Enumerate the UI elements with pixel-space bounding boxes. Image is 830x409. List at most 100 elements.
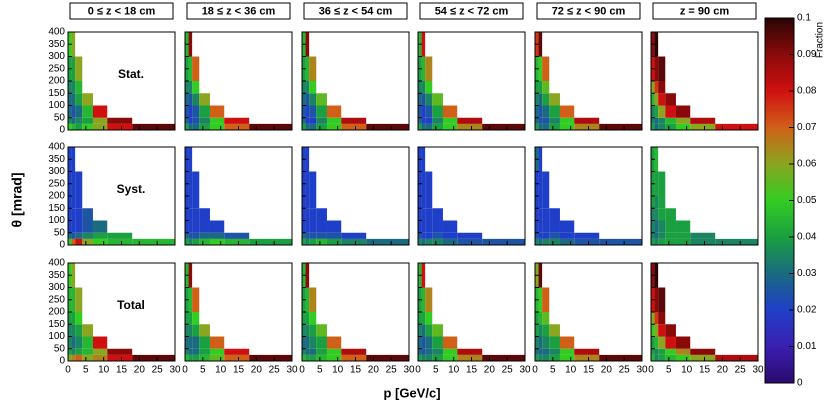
heatmap-cell xyxy=(690,354,716,361)
column-title: z = 90 cm xyxy=(680,5,729,17)
heatmap-cell xyxy=(418,93,422,106)
y-tick-label: 250 xyxy=(48,294,65,305)
heatmap-cell xyxy=(107,232,133,239)
heatmap-cell xyxy=(425,117,433,124)
heatmap-cell xyxy=(654,348,659,355)
heatmap-cell xyxy=(199,232,210,239)
heatmap-cell xyxy=(538,232,543,239)
heatmap-cell xyxy=(651,196,655,209)
heatmap-cell xyxy=(92,123,108,130)
heatmap-cell xyxy=(75,287,83,312)
heatmap-cell xyxy=(651,93,655,106)
heatmap-cell xyxy=(75,324,83,337)
heatmap-cell xyxy=(209,105,225,118)
x-tick-label: 0 xyxy=(299,365,305,376)
heatmap-cell xyxy=(421,32,426,57)
heatmap-cell xyxy=(341,123,367,130)
heatmap-cell xyxy=(92,220,108,233)
heatmap-cell xyxy=(665,93,676,106)
heatmap-cell xyxy=(309,312,317,325)
heatmap-cell xyxy=(326,123,342,130)
heatmap-cell xyxy=(542,208,550,221)
heatmap-cell xyxy=(192,324,200,337)
heatmap-cell xyxy=(302,354,306,361)
heatmap-cell xyxy=(658,208,666,221)
heatmap-cell xyxy=(68,232,72,239)
heatmap-cell xyxy=(75,238,83,245)
heatmap-cell xyxy=(224,117,250,124)
heatmap-cell xyxy=(538,287,543,312)
y-tick-label: 100 xyxy=(48,215,65,226)
heatmap-cell xyxy=(75,220,83,233)
heatmap-cell xyxy=(188,263,193,288)
heatmap-cell xyxy=(309,93,317,106)
heatmap-cell xyxy=(658,324,666,337)
heatmap-cell xyxy=(418,232,422,239)
heatmap-cell xyxy=(457,354,483,361)
heatmap-cell xyxy=(665,208,676,221)
heatmap-cell xyxy=(341,354,367,361)
heatmap-cell xyxy=(690,348,716,355)
heatmap-cell xyxy=(185,348,189,355)
y-tick-label: 350 xyxy=(48,39,65,50)
heatmap-cell xyxy=(559,336,575,349)
heatmap-cell xyxy=(574,117,600,124)
heatmap-cell xyxy=(82,336,93,349)
heatmap-cell xyxy=(432,348,443,355)
heatmap-cell xyxy=(192,123,200,130)
heatmap-cell xyxy=(82,348,93,355)
heatmap-cell xyxy=(421,348,426,355)
heatmap-cell xyxy=(425,171,433,196)
heatmap-cell xyxy=(326,232,342,239)
heatmap-cell xyxy=(305,232,310,239)
heatmap-cell xyxy=(316,238,327,245)
heatmap-cell xyxy=(185,232,189,239)
heatmap-cell xyxy=(665,348,676,355)
x-tick-label: 25 xyxy=(152,365,164,376)
heatmap-cell xyxy=(418,324,422,337)
heatmap-cell xyxy=(654,32,659,57)
heatmap-cell xyxy=(82,93,93,106)
heatmap-cell xyxy=(302,123,306,130)
heatmap-cell xyxy=(316,220,327,233)
heatmap-cell xyxy=(654,232,659,239)
heatmap-cell xyxy=(665,123,676,130)
heatmap-cell xyxy=(549,348,560,355)
heatmap-cell xyxy=(675,354,691,361)
column-title: 36 ≤ z < 54 cm xyxy=(319,5,393,17)
heatmap-cell xyxy=(421,220,426,233)
heatmap-cell xyxy=(538,354,543,361)
y-tick-label: 400 xyxy=(48,142,65,153)
heatmap-cell xyxy=(68,81,72,94)
heatmap-cell xyxy=(68,348,72,355)
heatmap-cell xyxy=(75,196,83,209)
heatmap-cell xyxy=(309,336,317,349)
colorbar-tick-label: 0 xyxy=(797,378,803,389)
x-tick-label: 25 xyxy=(735,365,747,376)
heatmap-cell xyxy=(188,354,193,361)
heatmap-cell xyxy=(418,220,422,233)
heatmap-cell xyxy=(538,238,543,245)
heatmap-cell xyxy=(185,123,189,130)
x-tick-label: 0 xyxy=(648,365,654,376)
y-tick-label: 200 xyxy=(48,191,65,202)
heatmap-cell xyxy=(442,117,458,124)
heatmap-cell xyxy=(309,196,317,209)
y-tick-label: 100 xyxy=(48,100,65,111)
heatmap-cell xyxy=(75,105,83,118)
heatmap-cell xyxy=(192,117,200,124)
heatmap-cell xyxy=(542,220,550,233)
heatmap-cell xyxy=(75,354,83,361)
heatmap-cell xyxy=(302,336,306,349)
heatmap-cell xyxy=(421,117,426,124)
colorbar-tick-label: 0.01 xyxy=(797,341,817,352)
heatmap-cell xyxy=(316,117,327,124)
heatmap-cell xyxy=(82,220,93,233)
heatmap-cell xyxy=(82,324,93,337)
heatmap-cell xyxy=(249,238,292,245)
heatmap-cell xyxy=(651,123,655,130)
heatmap-cell xyxy=(675,220,691,233)
heatmap-cell xyxy=(651,105,655,118)
heatmap-cell xyxy=(309,208,317,221)
heatmap-cell xyxy=(132,238,175,245)
